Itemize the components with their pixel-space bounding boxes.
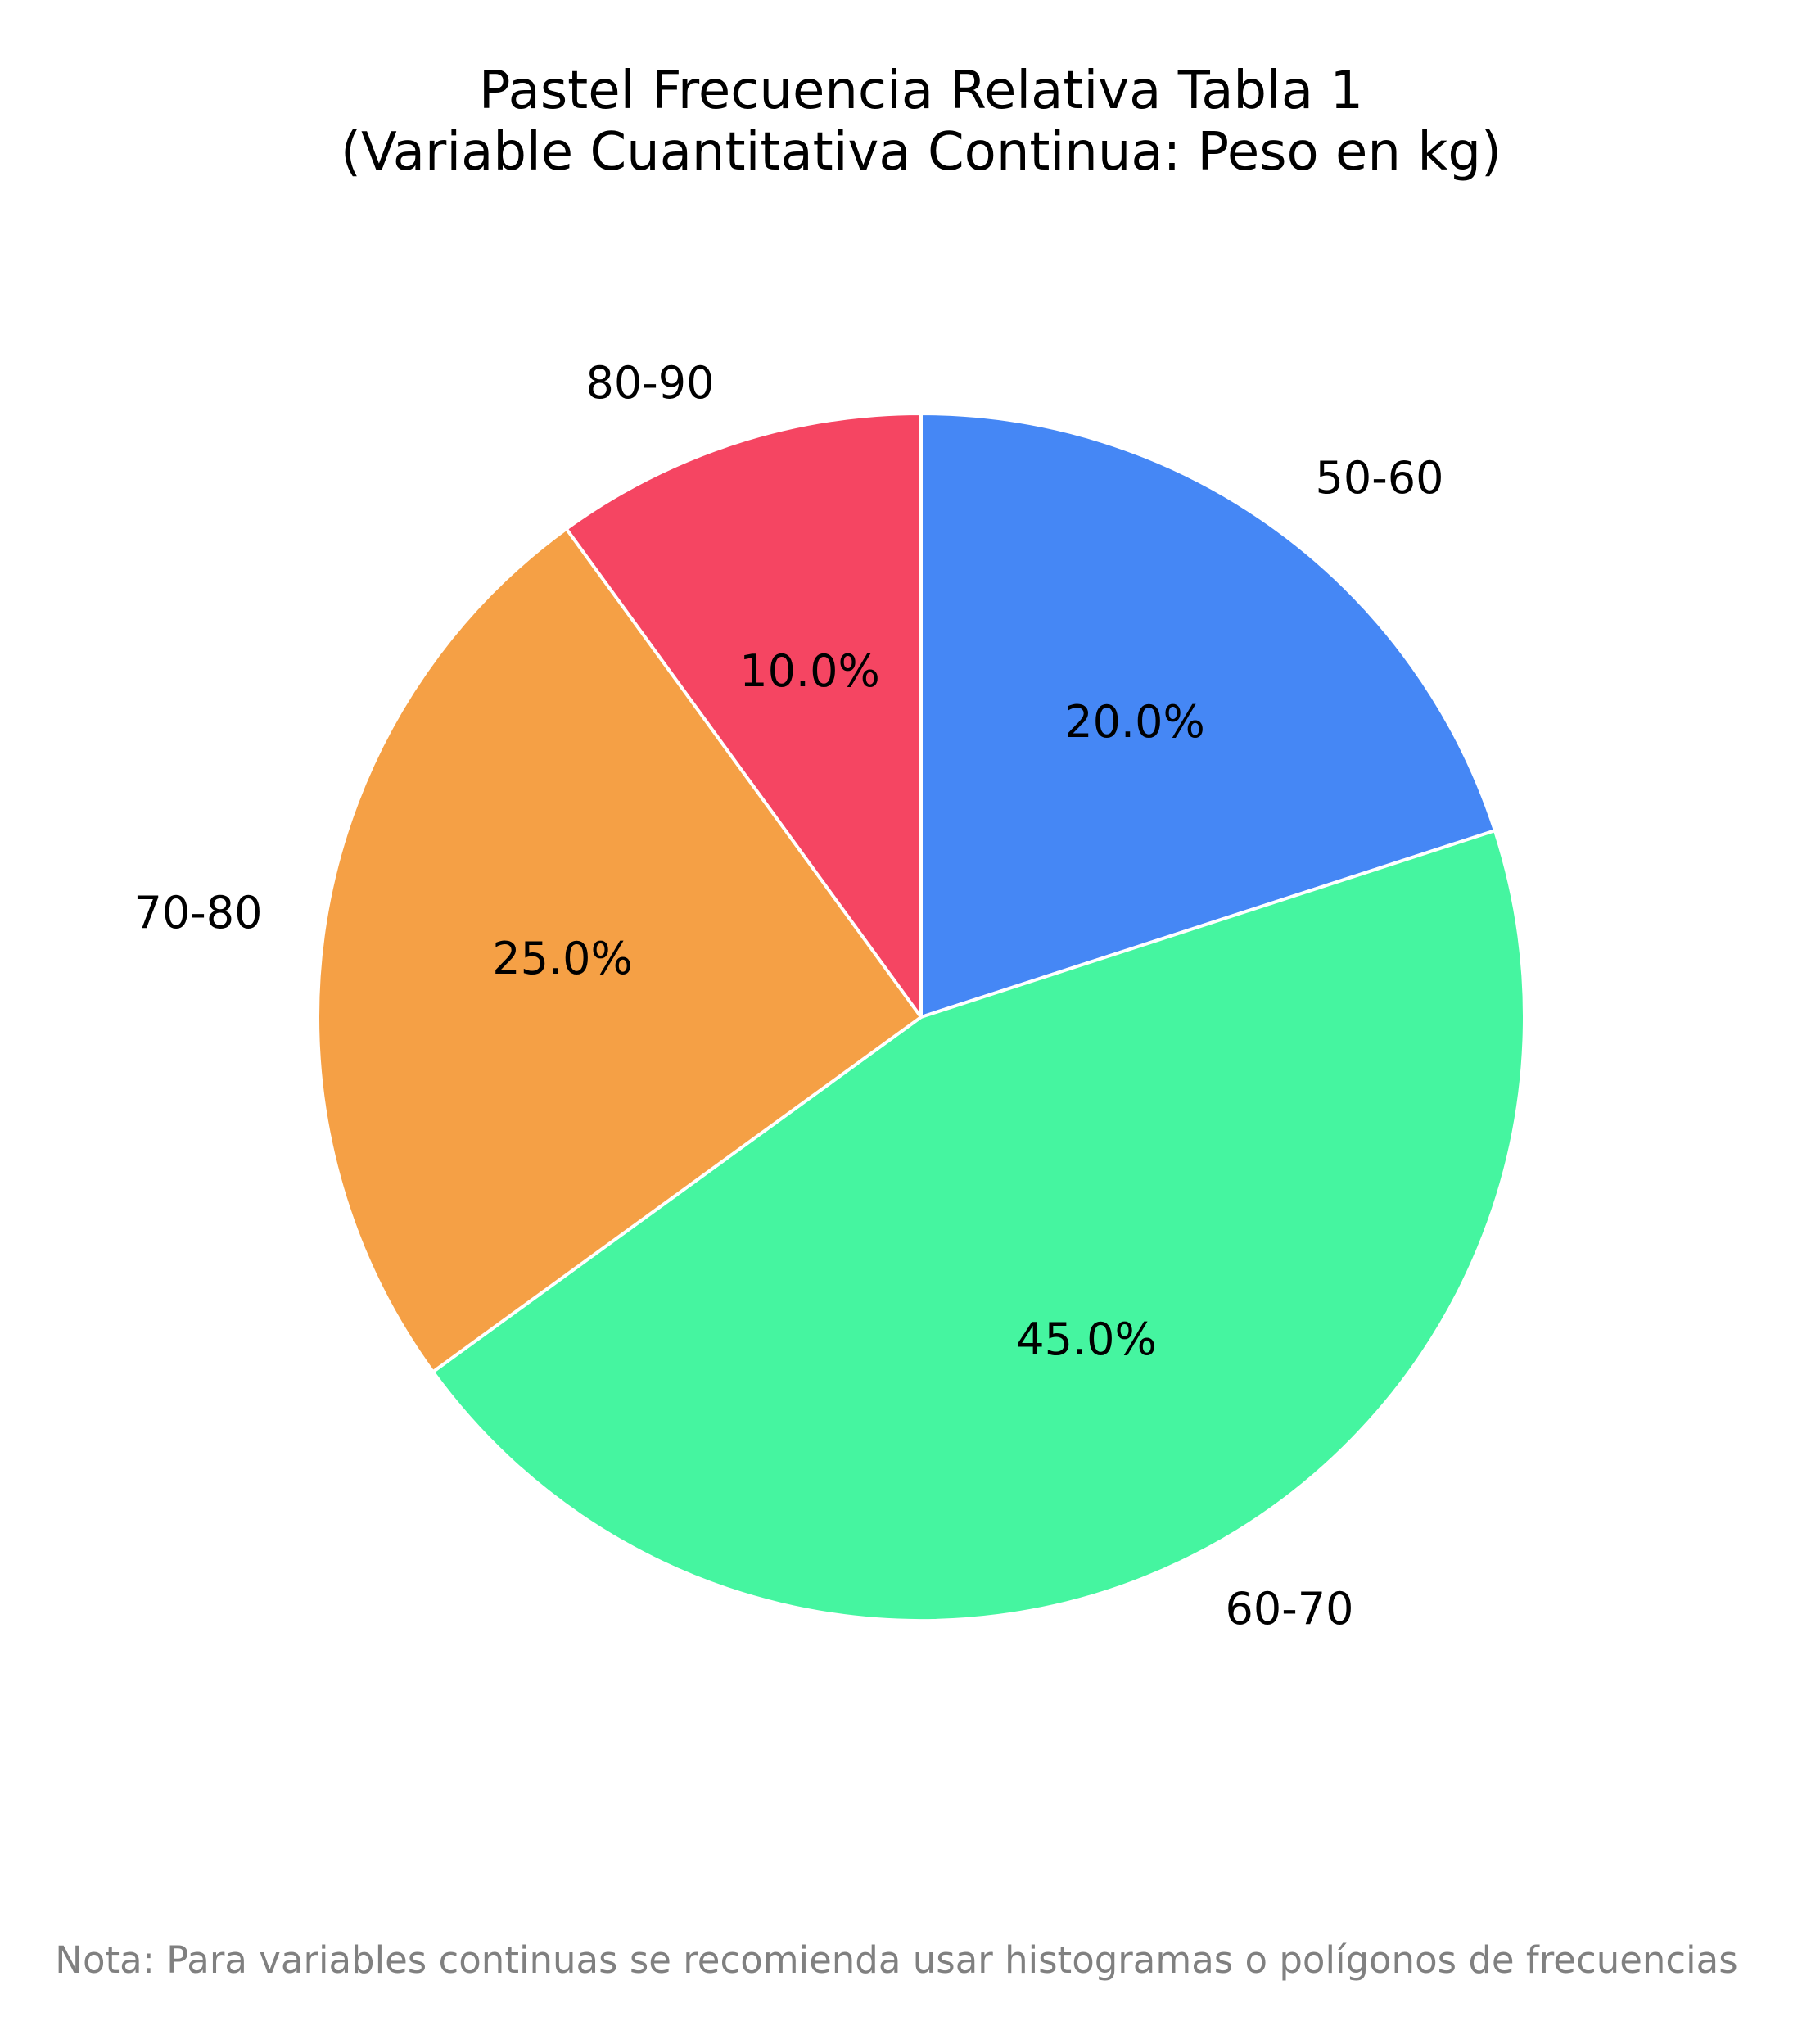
- pie-slice-70-80: [316, 527, 923, 1374]
- slice-percent-label: 25.0%: [492, 933, 633, 984]
- pie-labels: 50-60 20.0% 60-70 45.0% 70-80 25.0% 80-90 10.0%: [134, 357, 1444, 1635]
- pie-slice-50-60: [919, 412, 1497, 1019]
- pie-slice-80-90: [564, 412, 923, 1019]
- slice-label: 80-90: [586, 357, 715, 409]
- slice-label: 60-70: [1226, 1583, 1354, 1635]
- slice-label: 50-60: [1316, 452, 1444, 504]
- chart-title: Pastel Frecuencia Relativa Tabla 1: [479, 61, 1363, 121]
- slice-percent-label: 10.0%: [739, 645, 880, 697]
- chart-subtitle: (Variable Cuantitativa Continua: Peso en…: [341, 122, 1502, 183]
- pie-slices: [316, 412, 1526, 1623]
- pie-slice-60-70: [431, 829, 1526, 1623]
- slice-label: 70-80: [134, 887, 263, 938]
- slice-percent-label: 20.0%: [1064, 696, 1205, 748]
- chart-note: Nota: Para variables continuas se recomi…: [55, 1938, 1737, 1982]
- slice-percent-label: 45.0%: [1016, 1314, 1157, 1365]
